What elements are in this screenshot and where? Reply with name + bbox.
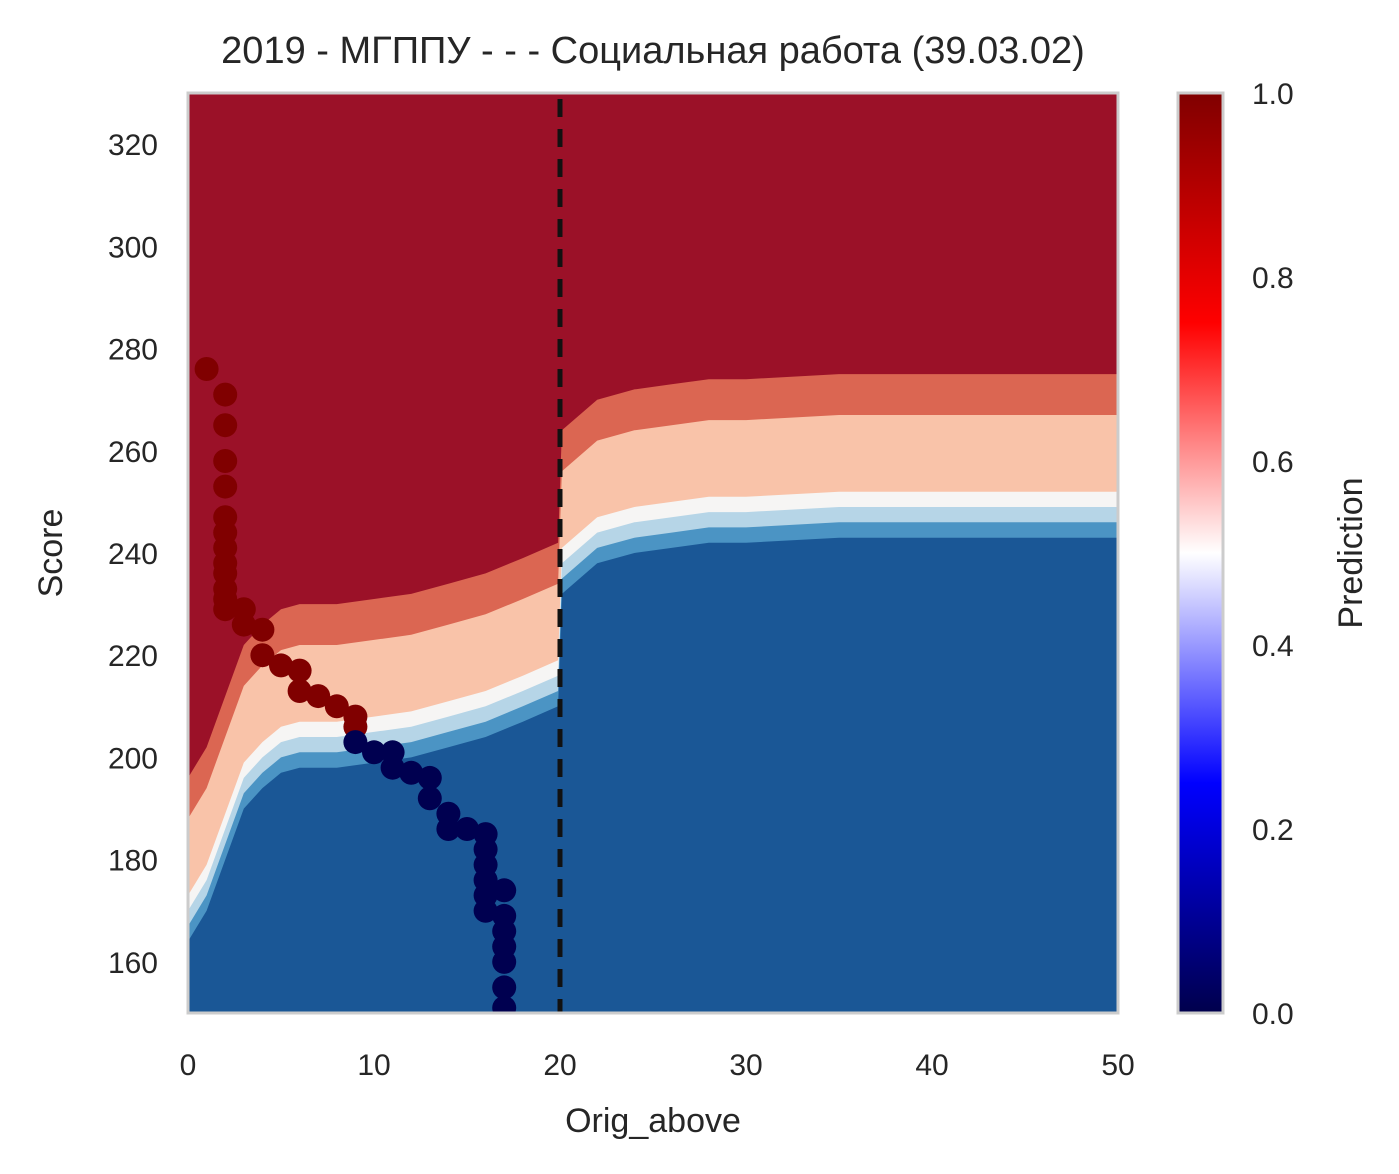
colorbar-ticks: 0.0 0.2 0.4 0.6 0.8 1.0 [1252, 78, 1294, 1031]
x-tick-label: 40 [915, 1049, 948, 1082]
plot-area [188, 93, 1118, 1013]
colorbar-label: Prediction [1332, 477, 1370, 628]
y-tick-label: 200 [108, 742, 158, 775]
colorbar-tick-label: 0.0 [1252, 998, 1294, 1031]
rejected-point [492, 995, 517, 1013]
rejected-point [417, 765, 442, 790]
colorbar-tick-label: 0.6 [1252, 446, 1294, 479]
rejected-point [473, 898, 498, 923]
rejected-point [492, 949, 517, 974]
rejected-point [417, 786, 442, 811]
admitted-point [194, 357, 219, 381]
admitted-point [287, 679, 312, 703]
y-axis-label: Score [32, 509, 70, 598]
x-tick-label: 50 [1101, 1049, 1134, 1082]
rejected-point [380, 755, 405, 780]
rejected-point [455, 817, 479, 841]
y-tick-label: 160 [108, 947, 158, 980]
colorbar-tick-label: 0.2 [1252, 814, 1294, 847]
rejected-point [492, 975, 517, 1000]
chart-title: 2019 - МГППУ - - - Социальная работа (39… [221, 30, 1085, 72]
x-axis-label: Orig_above [565, 1102, 741, 1140]
scatter-points [194, 357, 517, 1013]
admitted-point [250, 617, 275, 642]
rejected-point [399, 760, 424, 785]
y-tick-label: 220 [108, 640, 158, 673]
admitted-point [269, 653, 293, 678]
x-axis-ticks: 0 10 20 30 40 50 [180, 1049, 1135, 1082]
colorbar-gradient [1176, 91, 1225, 1015]
rejected-point [343, 730, 368, 755]
colorbar-tick-label: 0.8 [1252, 262, 1294, 295]
y-tick-label: 180 [108, 845, 158, 878]
admitted-point [213, 449, 238, 473]
colorbar-tick-label: 1.0 [1252, 78, 1294, 111]
admitted-point [287, 658, 312, 683]
y-tick-label: 320 [108, 129, 158, 162]
admitted-point [324, 694, 349, 719]
admitted-point [213, 413, 238, 438]
admitted-point [250, 643, 275, 668]
contour-band-0.0-0.2 [188, 537, 1118, 1013]
admitted-point [213, 474, 238, 499]
y-tick-label: 240 [108, 538, 158, 571]
colorbar: 0.0 0.2 0.4 0.6 0.8 1.0 Prediction [1176, 78, 1370, 1031]
admitted-point [231, 612, 256, 637]
admitted-point [213, 597, 238, 622]
y-tick-label: 260 [108, 436, 158, 469]
x-tick-label: 0 [180, 1049, 197, 1082]
y-tick-label: 300 [108, 231, 158, 264]
admitted-point [213, 382, 238, 407]
rejected-point [362, 740, 386, 765]
x-tick-label: 20 [543, 1049, 576, 1082]
y-tick-label: 280 [108, 334, 158, 367]
plot-frame [186, 91, 1120, 1015]
admitted-point [306, 684, 331, 709]
colorbar-tick-label: 0.4 [1252, 630, 1294, 663]
x-tick-label: 30 [729, 1049, 762, 1082]
rejected-point [436, 817, 461, 841]
x-tick-label: 10 [357, 1049, 390, 1082]
y-axis-ticks: 160 180 200 220 240 260 280 300 320 [108, 129, 158, 980]
contour-fill [188, 93, 1118, 1013]
rejected-point [492, 878, 517, 903]
